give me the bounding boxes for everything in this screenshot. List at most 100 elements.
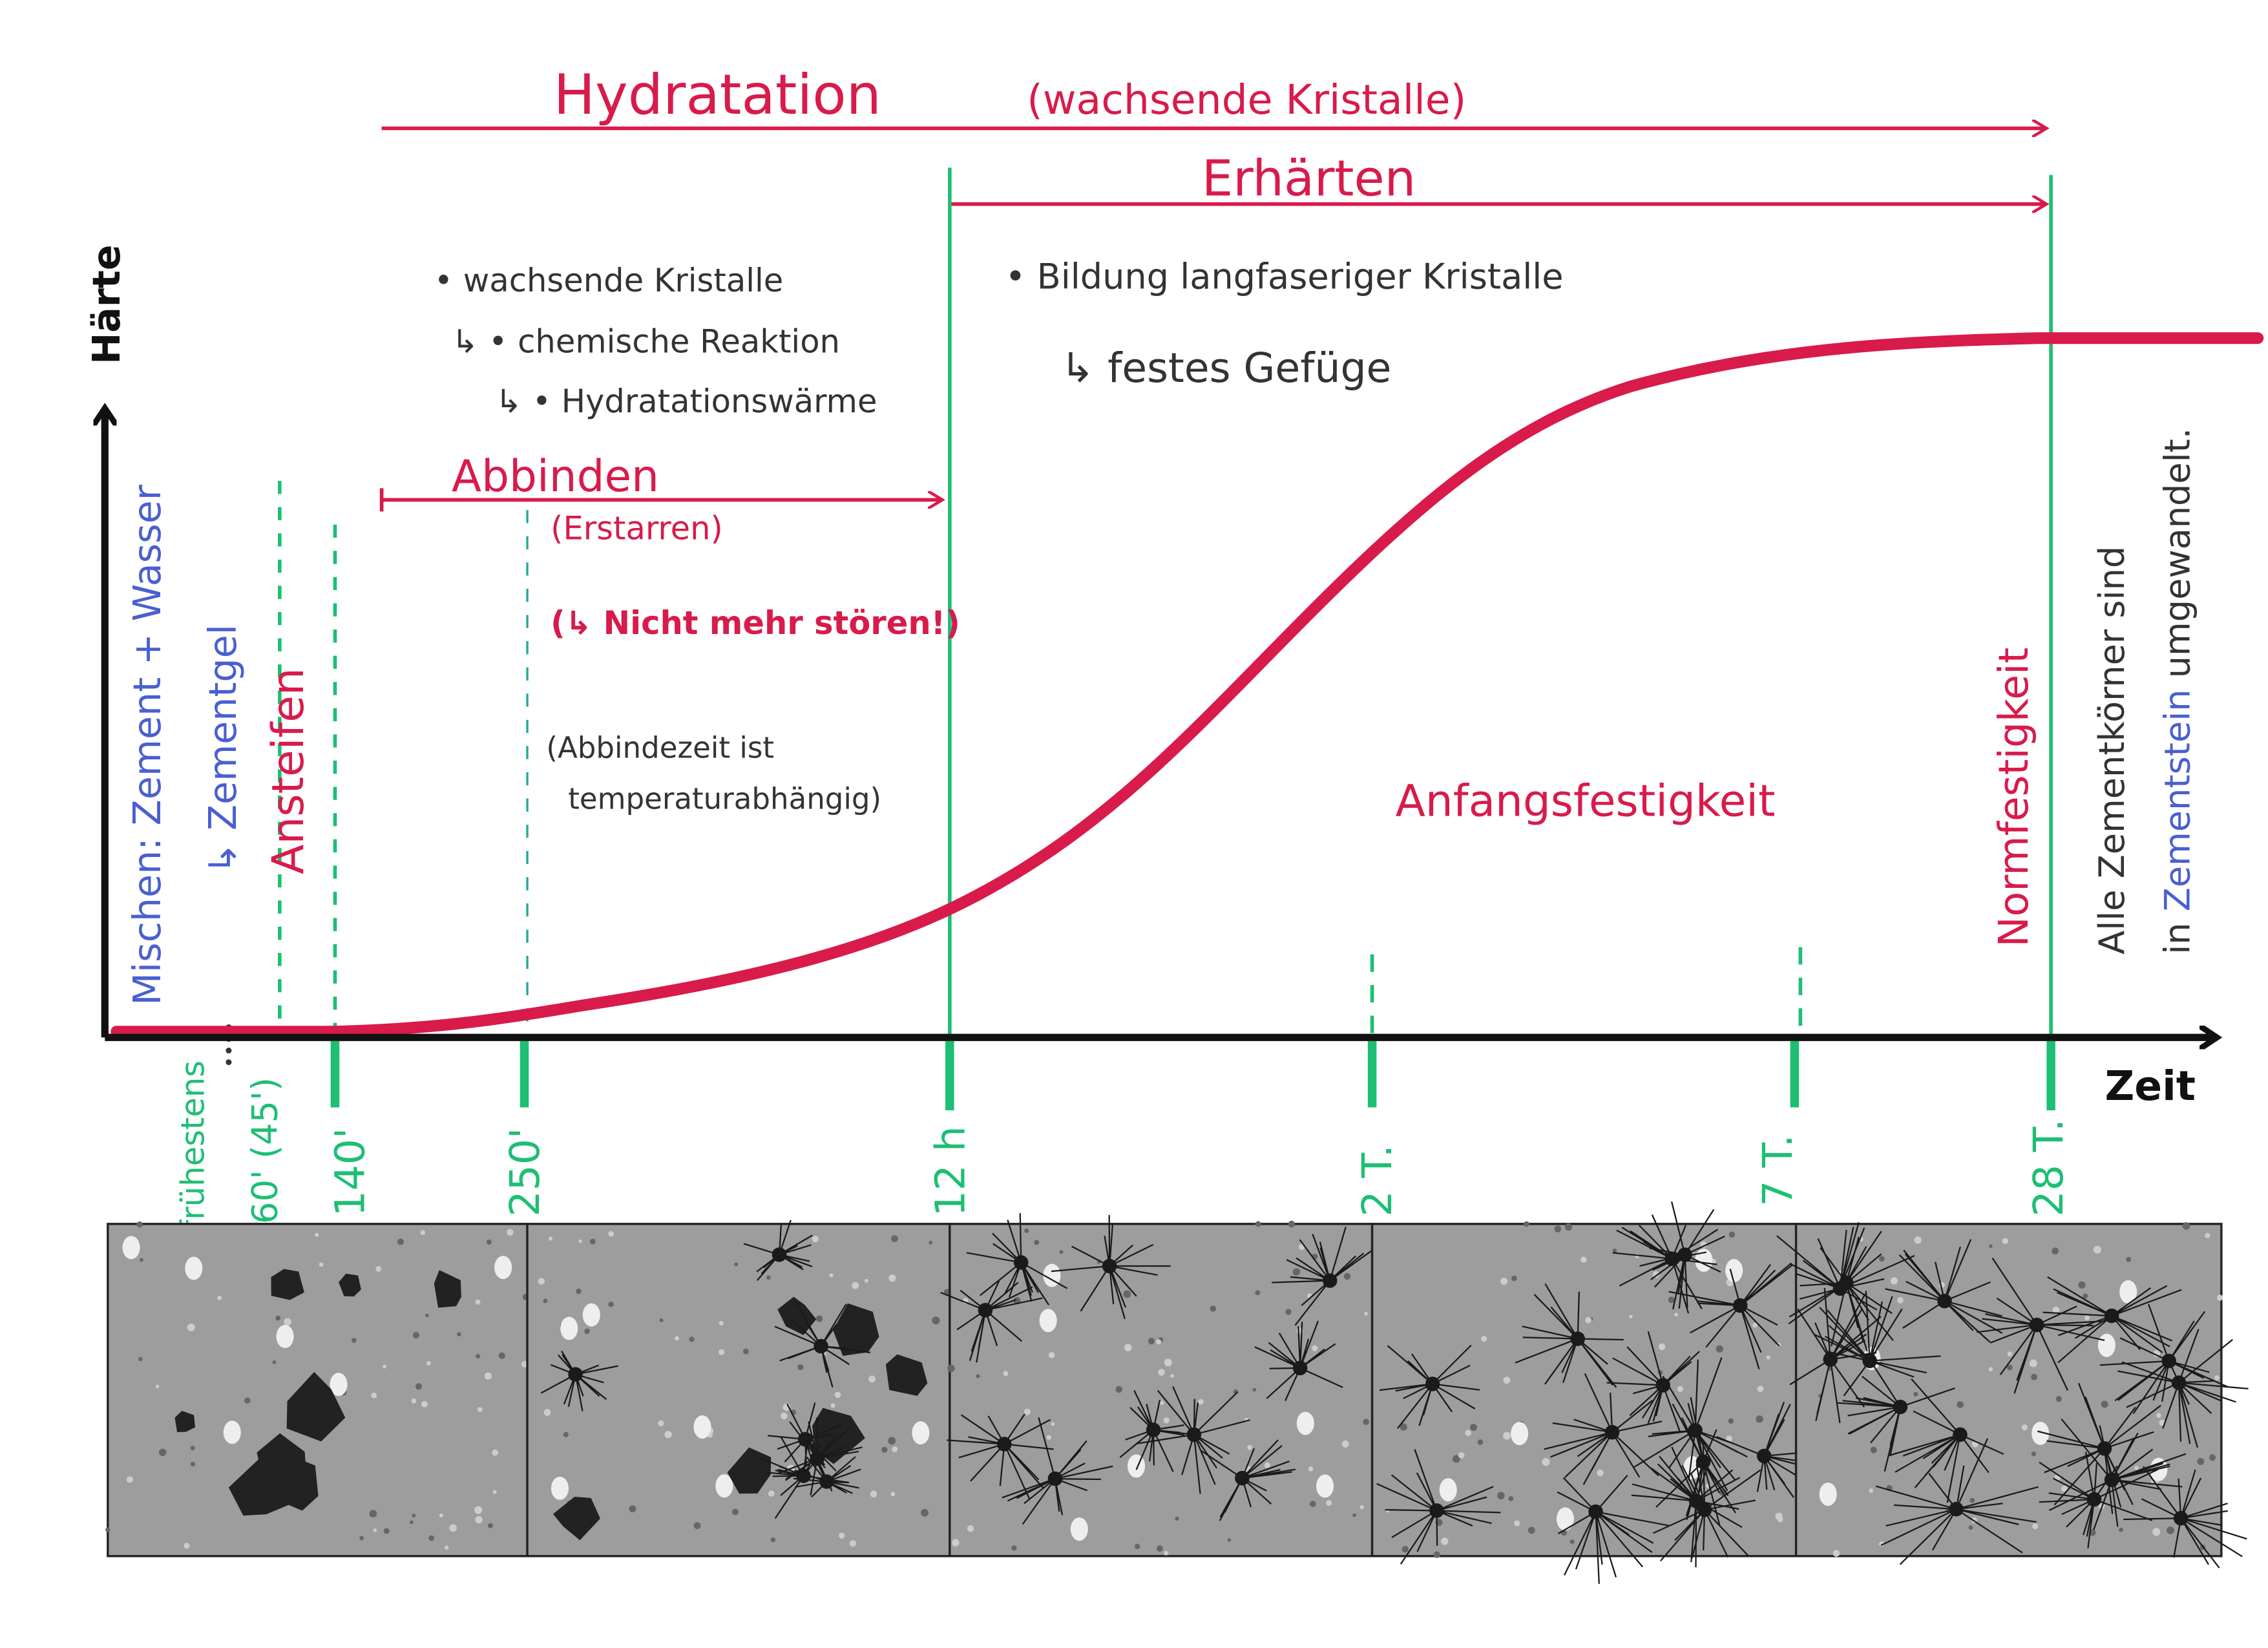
grain <box>1170 1374 1175 1378</box>
grain <box>932 1316 940 1325</box>
grain <box>126 1476 133 1483</box>
pore <box>1039 1309 1057 1333</box>
pore <box>1439 1478 1457 1502</box>
pore <box>330 1373 348 1397</box>
grain <box>781 1412 788 1420</box>
crystal <box>1652 1441 1761 1561</box>
crystal-core <box>814 1338 828 1354</box>
grain <box>675 1336 680 1341</box>
grain <box>492 1449 499 1456</box>
grain <box>864 1278 868 1283</box>
note: temperaturabhängig) <box>568 781 881 816</box>
grain <box>487 1523 493 1528</box>
grain <box>1968 1525 1973 1530</box>
grain <box>2209 1454 2216 1461</box>
grain <box>888 1274 896 1282</box>
grain <box>1011 1545 1017 1551</box>
crystal-core <box>1429 1503 1444 1518</box>
grain <box>2156 1413 2161 1418</box>
grain <box>563 1431 569 1437</box>
cement-grain <box>552 1497 601 1541</box>
grain <box>2126 1256 2132 1262</box>
crystal-core <box>2171 1375 2187 1390</box>
note: ↳ • chemische Reaktion <box>452 323 840 361</box>
grain <box>1500 1277 1508 1285</box>
grain <box>425 1313 429 1318</box>
grain <box>768 1490 775 1497</box>
grain <box>2214 1375 2220 1380</box>
grain <box>1326 1500 1332 1506</box>
grain <box>2083 1293 2088 1299</box>
grain <box>1585 1316 1592 1324</box>
grain <box>1124 1344 1132 1351</box>
pore <box>2032 1421 2050 1445</box>
crystal <box>1254 1320 1343 1401</box>
grain <box>2061 1485 2068 1492</box>
crystal <box>1612 1214 1718 1314</box>
grain <box>1469 1424 1477 1431</box>
grain <box>2029 1359 2037 1368</box>
grain <box>2021 1424 2028 1431</box>
crystal-core <box>1013 1255 1029 1270</box>
crystal-core <box>819 1474 834 1489</box>
cement-grain <box>257 1433 307 1494</box>
crystal-core <box>1047 1471 1063 1486</box>
grain <box>1716 1345 1723 1353</box>
time-label: 12 h <box>926 1126 974 1216</box>
grain <box>1312 1345 1318 1351</box>
grain <box>1264 1462 1270 1468</box>
zementgel: ↳ Zementgel <box>201 624 245 874</box>
grain <box>538 1278 545 1285</box>
grain <box>719 1320 724 1326</box>
grain <box>428 1535 434 1541</box>
crystal <box>1379 1344 1480 1430</box>
grain <box>929 1240 933 1245</box>
anfangsfestigkeit: Anfangsfestigkeit <box>1396 776 1776 827</box>
crystal-core <box>1292 1360 1308 1376</box>
grain <box>383 1528 390 1534</box>
grain <box>888 1437 896 1445</box>
crystal-core <box>1570 1331 1585 1346</box>
grain <box>1024 1228 1029 1233</box>
crystal <box>1557 1474 1670 1584</box>
note: ↳ festes Gefüge <box>1060 344 1391 392</box>
grain <box>2084 1315 2090 1321</box>
grain <box>2031 1373 2037 1380</box>
grain <box>457 1332 461 1336</box>
grain <box>1308 1466 1314 1472</box>
grain <box>1542 1458 1550 1466</box>
pore <box>1556 1507 1574 1531</box>
cement-grain <box>339 1273 361 1297</box>
crystal <box>1875 1438 2039 1565</box>
grain <box>375 1266 382 1272</box>
crystal <box>1272 1227 1380 1326</box>
cement-grain <box>833 1303 879 1357</box>
crystal-core <box>2086 1492 2102 1507</box>
grain <box>444 1545 449 1550</box>
grain <box>743 1348 749 1355</box>
grain <box>2032 1523 2039 1530</box>
time-ticks <box>330 1040 2055 1110</box>
grain <box>1441 1537 1449 1545</box>
grain <box>439 1513 443 1517</box>
pore <box>1316 1474 1334 1498</box>
grain <box>659 1318 664 1322</box>
grain <box>371 1392 377 1399</box>
grain <box>2205 1232 2210 1239</box>
grain <box>359 1536 364 1541</box>
grain <box>1728 1231 1736 1238</box>
grain <box>829 1273 834 1278</box>
grain <box>1757 1386 1764 1392</box>
grain <box>410 1520 414 1525</box>
pore <box>1296 1411 1314 1435</box>
grain <box>412 1514 416 1517</box>
grain <box>1164 1358 1172 1367</box>
micrograph-panel <box>949 1223 1374 1558</box>
grain <box>976 1374 980 1379</box>
grain <box>1658 1343 1666 1351</box>
grain <box>1360 1505 1364 1510</box>
pore <box>551 1476 569 1500</box>
grain <box>1402 1546 1409 1553</box>
text: Zementstein <box>2157 689 2198 911</box>
grain <box>2007 1351 2013 1357</box>
